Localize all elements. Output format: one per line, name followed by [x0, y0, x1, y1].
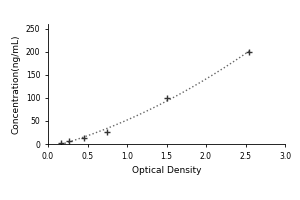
Y-axis label: Concentration(ng/mL): Concentration(ng/mL) [11, 34, 20, 134]
X-axis label: Optical Density: Optical Density [132, 166, 201, 175]
